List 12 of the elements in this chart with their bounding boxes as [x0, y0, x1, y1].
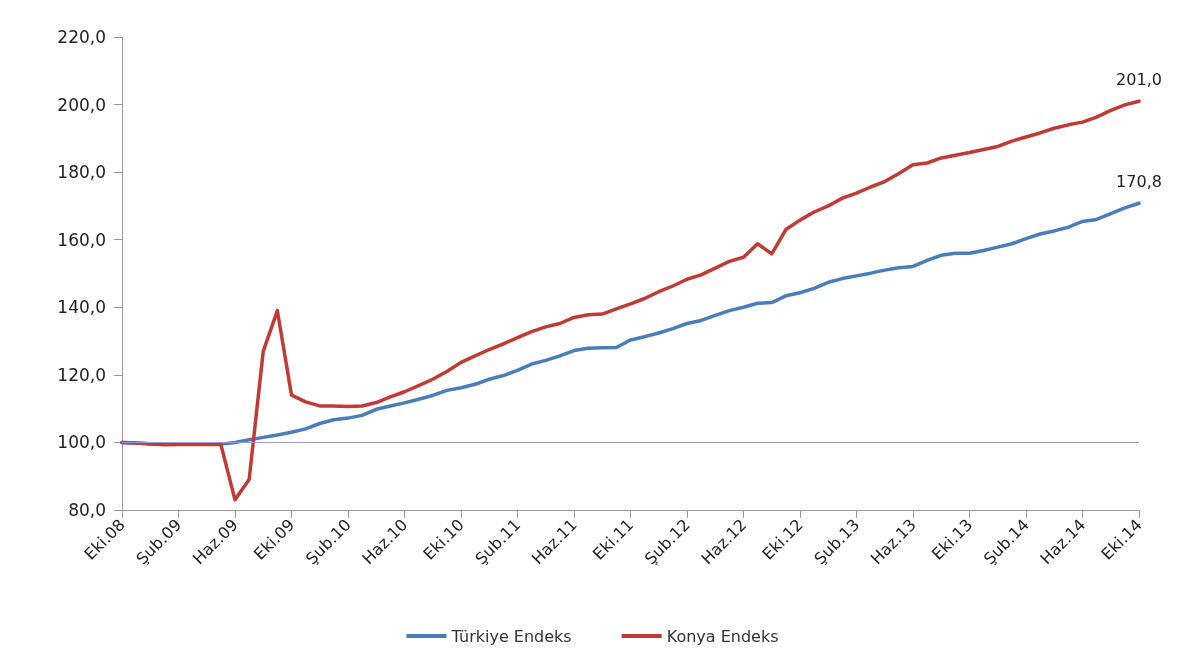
y-tick-label: 140,0 — [57, 297, 106, 318]
legend-label: Konya Endeks — [666, 626, 779, 646]
y-tick-label: 100,0 — [57, 432, 106, 453]
data-label: 201,0 — [1116, 69, 1162, 89]
data-label: 170,8 — [1116, 171, 1162, 191]
legend-label: Türkiye Endeks — [450, 626, 572, 646]
y-tick-label: 160,0 — [57, 229, 106, 250]
y-tick-label: 80,0 — [68, 500, 106, 520]
y-tick-label: 220,0 — [57, 27, 106, 47]
y-tick-label: 120,0 — [57, 364, 106, 385]
y-tick-label: 200,0 — [57, 94, 106, 115]
y-tick-label: 180,0 — [57, 162, 106, 183]
